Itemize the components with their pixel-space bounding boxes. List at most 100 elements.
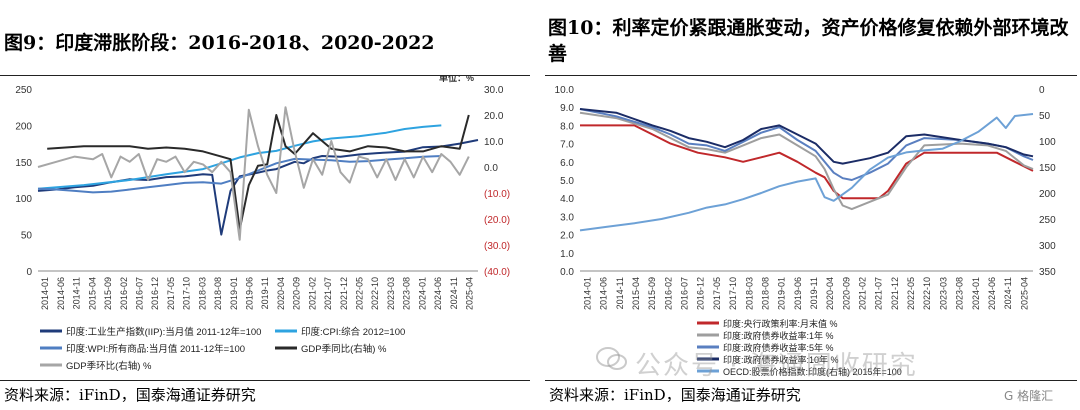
x-tick-label: 2022-10 <box>370 277 380 310</box>
y-right-tick-label: (20.0) <box>484 215 510 226</box>
x-tick-label: 2017-05 <box>712 277 722 310</box>
x-tick-label: 2016-02 <box>119 277 129 310</box>
legend-label: GDP季环比(右轴) % <box>66 360 152 372</box>
y-right-tick-label: 0.0 <box>484 163 498 174</box>
y-left-tick-label: 100 <box>15 194 32 205</box>
x-tick-label: 2020-09 <box>841 277 851 310</box>
x-tick-label: 2024-01 <box>971 277 981 310</box>
legend-label: 印度:WPI:所有商品:当月值 2011-12年=100 <box>66 343 245 355</box>
x-tick-label: 2024-06 <box>433 277 443 310</box>
legend-label: OECD:股票价格指数:印度(右轴) 2015年=100 <box>723 366 902 377</box>
x-tick-label: 2020-09 <box>292 277 302 310</box>
y-left-tick-label: 3.0 <box>560 212 574 223</box>
y-right-tick-label: 0 <box>1039 85 1045 96</box>
x-tick-label: 2014-01 <box>582 277 592 310</box>
y-right-tick-label: 30.0 <box>484 85 504 96</box>
legend-label: 印度:央行政策利率:月末值 % <box>723 318 838 329</box>
y-left-tick-label: 150 <box>15 158 32 169</box>
y-left-tick-label: 4.0 <box>560 194 574 205</box>
unit-label: 单位：% <box>439 76 474 83</box>
y-right-tick-label: (40.0) <box>484 267 510 278</box>
left-bottom-rule <box>0 380 530 381</box>
x-tick-label: 2014-06 <box>56 277 66 310</box>
right-chart: 0.0 1.0 2.0 3.0 4.0 5.0 6.0 7.0 8.0 9.0 10.0 0 50 100… <box>555 85 1057 377</box>
y-right-tick-label: 100 <box>1039 137 1056 148</box>
series-line-1 <box>37 124 442 190</box>
y-right-tick-label: 200 <box>1039 189 1056 200</box>
x-tick-label: 2016-12 <box>696 277 706 310</box>
x-tick-label: 2018-03 <box>744 277 754 310</box>
legend-label: 印度:CPI:综合 2012=100 <box>301 326 405 338</box>
x-tick-label: 2019-06 <box>245 277 255 310</box>
wechat-icon <box>596 347 627 370</box>
x-tick-label: 2021-07 <box>874 277 884 310</box>
series-line-2 <box>37 155 442 194</box>
x-tick-label: 2021-12 <box>890 277 900 310</box>
y-left-tick-label: 0.0 <box>560 267 574 278</box>
x-tick-label: 2014-06 <box>599 277 609 310</box>
series-line-0 <box>580 124 1034 200</box>
x-tick-label: 2014-11 <box>615 277 625 309</box>
x-tick-label: 2019-06 <box>793 277 803 310</box>
y-left-tick-label: 6.0 <box>560 158 574 169</box>
x-tick-label: 2018-08 <box>213 277 223 310</box>
x-tick-label: 2023-08 <box>955 277 965 310</box>
x-tick-label: 2014-11 <box>72 277 82 309</box>
x-tick-label: 2016-07 <box>680 277 690 310</box>
y-left-tick-label: 50 <box>21 231 33 242</box>
x-tick-label: 2019-01 <box>229 277 239 310</box>
series-line-0 <box>37 139 479 236</box>
legend-label: GDP季同比(右轴) % <box>301 343 387 355</box>
x-tick-label: 2021-07 <box>323 277 333 310</box>
x-tick-label: 2022-10 <box>922 277 932 310</box>
x-tick-label: 2024-06 <box>987 277 997 310</box>
x-tick-label: 2023-03 <box>938 277 948 310</box>
y-right-tick-label: 50 <box>1039 111 1051 122</box>
x-tick-label: 2017-10 <box>728 277 738 310</box>
y-left-tick-label: 10.0 <box>555 85 575 96</box>
x-tick-label: 2025-04 <box>1019 277 1029 310</box>
watermark-text: 公众号 · 海通固收研究 <box>635 351 918 381</box>
x-tick-label: 2016-02 <box>663 277 673 310</box>
y-right-tick-label: (10.0) <box>484 189 510 200</box>
x-tick-label: 2018-03 <box>197 277 207 310</box>
y-right-tick-label: 150 <box>1039 163 1056 174</box>
x-tick-label: 2017-10 <box>182 277 192 310</box>
left-chart-container: 0 50 100 150 200 250 30.0 20.0 10.0 0.0 (10.0) (20.… <box>0 75 530 378</box>
y-left-tick-label: 200 <box>15 121 32 132</box>
y-right-tick-label: 350 <box>1039 267 1056 278</box>
series-line-4 <box>579 113 1034 232</box>
x-tick-label: 2023-08 <box>402 277 412 310</box>
x-tick-label: 2025-04 <box>465 277 475 310</box>
y-left-tick-label: 5.0 <box>560 176 574 187</box>
x-tick-label: 2016-07 <box>135 277 145 310</box>
x-tick-label: 2019-11 <box>260 277 270 309</box>
gelonghui-badge: G 格隆汇 <box>1004 389 1054 403</box>
y-right-tick-label: 20.0 <box>484 111 504 122</box>
x-tick-label: 2021-12 <box>339 277 349 310</box>
y-left-tick-label: 9.0 <box>560 103 574 114</box>
left-figure-panel: 图9：印度滞胀阶段：2016-2018、2020-2022 0 50 100 150 2… <box>0 0 530 410</box>
x-tick-label: 2023-03 <box>386 277 396 310</box>
left-source-note: 资料来源：iFinD，国泰海通证券研究 <box>4 386 256 404</box>
x-tick-label: 2022-05 <box>355 277 365 310</box>
x-tick-label: 2016-12 <box>150 277 160 310</box>
x-tick-label: 2015-04 <box>87 277 97 310</box>
x-tick-label: 2020-04 <box>825 277 835 310</box>
y-left-tick-label: 1.0 <box>560 249 574 260</box>
left-chart: 0 50 100 150 200 250 30.0 20.0 10.0 0.0 (10.0) (20.… <box>15 76 510 372</box>
x-tick-label: 2022-05 <box>906 277 916 310</box>
legend-label: 印度:工业生产指数(IIP):当月值 2011-12年=100 <box>66 326 261 338</box>
y-left-tick-label: 7.0 <box>560 140 574 151</box>
x-tick-label: 2021-02 <box>307 277 317 310</box>
y-left-tick-label: 2.0 <box>560 231 574 242</box>
right-figure-title: 图10：利率定价紧跟通胀变动，资产价格修复依赖外部环境改善 <box>548 17 1069 65</box>
legend-label: 印度:政府债券收益率:1年 % <box>723 330 834 341</box>
left-figure-title: 图9：印度滞胀阶段：2016-2018、2020-2022 <box>4 32 435 54</box>
x-tick-label: 2014-01 <box>40 277 50 310</box>
y-right-tick-label: 250 <box>1039 215 1056 226</box>
x-tick-label: 2015-09 <box>103 277 113 310</box>
x-tick-label: 2019-01 <box>777 277 787 310</box>
right-figure-panel: 图10：利率定价紧跟通胀变动，资产价格修复依赖外部环境改善 0.0 1.0 2.0 3… <box>545 0 1080 410</box>
right-source-note: 资料来源：iFinD，国泰海通证券研究 <box>549 386 801 404</box>
